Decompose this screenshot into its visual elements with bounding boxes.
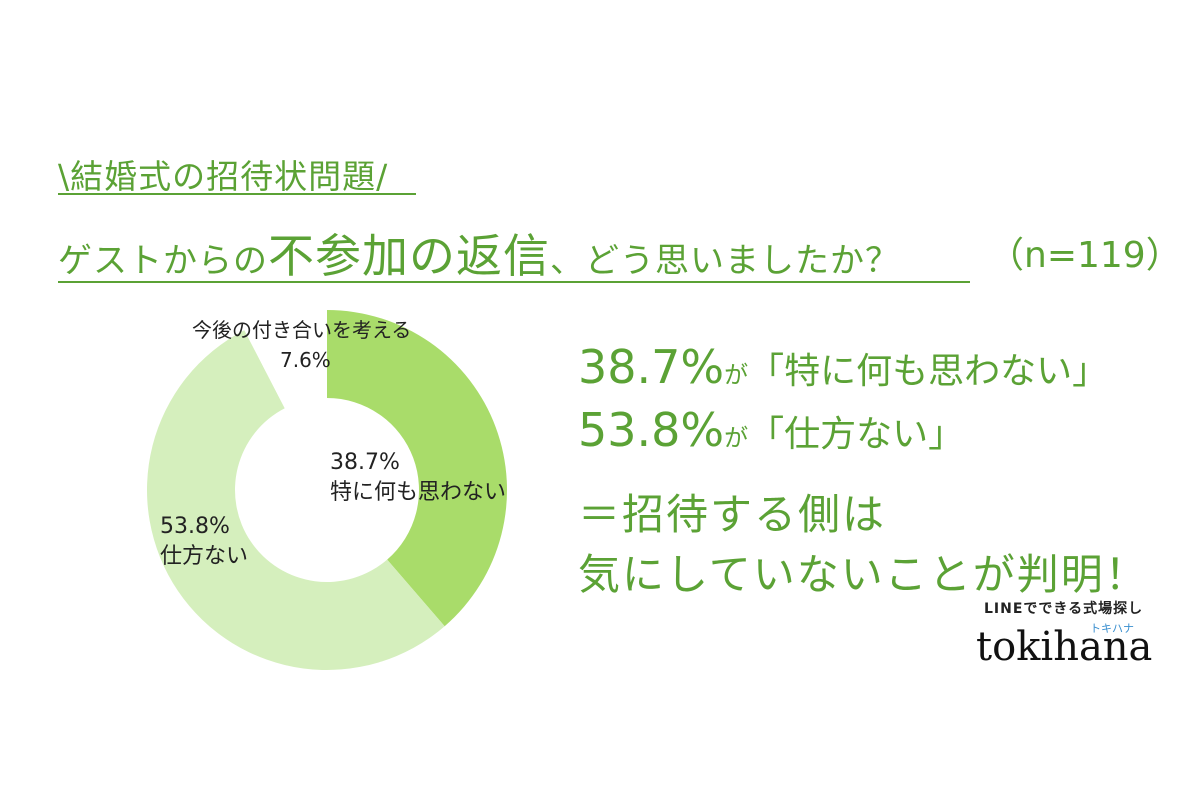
- question-part-2: 不参加の返信: [268, 229, 550, 283]
- brand-logo: tokihana: [976, 624, 1153, 670]
- stat-line-1: 38.7%が「特に何も思わない」: [578, 340, 1108, 394]
- subtitle: \結婚式の招待状問題/: [58, 157, 389, 196]
- label-other-name: 今後の付き合いを考える: [192, 318, 411, 342]
- label-other-value: 7.6%: [280, 348, 331, 372]
- stat-2-quote: 「仕方ない」: [748, 414, 965, 455]
- stat-1-quote: 「特に何も思わない」: [748, 351, 1109, 392]
- stat-2-number: 53.8%: [578, 403, 725, 457]
- question-part-1: ゲストからの: [58, 241, 268, 281]
- question-part-3: 、どう思いましたか？: [550, 241, 900, 281]
- label-nothing-name: 特に何も思わない: [330, 480, 506, 505]
- sample-size: （n=119）: [988, 235, 1182, 276]
- conclusion-line-1: ＝招待する側は: [578, 490, 887, 539]
- stat-1-number: 38.7%: [578, 340, 725, 394]
- conclusion-line-2: 気にしていないことが判明！: [578, 550, 1149, 599]
- label-nothing-value: 38.7%: [330, 450, 400, 475]
- subtitle-underline: [58, 193, 416, 195]
- label-cant-help-value: 53.8%: [160, 514, 230, 539]
- question-underline: [58, 281, 970, 283]
- brand-tagline: LINEでできる式場探し: [984, 601, 1144, 617]
- slice-other: [244, 310, 327, 409]
- stat-2-particle: が: [724, 424, 749, 452]
- stat-1-particle: が: [724, 361, 749, 389]
- slice-nothing: [327, 310, 508, 627]
- stat-line-2: 53.8%が「仕方ない」: [578, 403, 964, 457]
- slice-cant-help: [147, 330, 445, 670]
- question-title: ゲストからの不参加の返信、どう思いましたか？: [58, 220, 900, 286]
- label-cant-help-name: 仕方ない: [160, 544, 248, 569]
- brand-kana: トキハナ: [1090, 622, 1134, 635]
